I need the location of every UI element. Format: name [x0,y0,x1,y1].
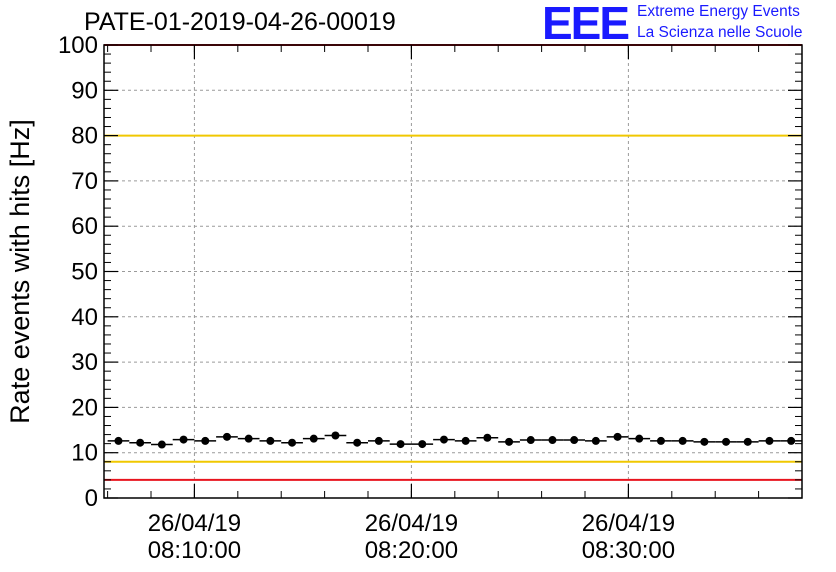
x-tick-time: 08:30:00 [582,537,675,564]
data-point [374,436,383,445]
logo-line-2: La Scienza nelle Scuole [637,24,803,41]
data-point [570,436,579,445]
reference-lines [104,44,802,481]
data-point [505,437,514,446]
data-point [179,435,188,444]
grid-lines [104,45,802,498]
x-tick-labels: 26/04/1908:10:0026/04/1908:20:0026/04/19… [148,510,675,564]
y-tick-label: 20 [71,394,98,421]
data-point [309,434,318,443]
data-point [548,436,557,445]
data-point [114,436,123,445]
chart-title: PATE-01-2019-04-26-00019 [84,8,396,36]
y-tick-label: 90 [71,77,98,104]
y-tick-labels: 0 10 20 30 40 50 60 70 80 90 100 [58,32,98,512]
data-point [353,438,362,447]
data-point [136,438,145,447]
y-tick-label: 60 [71,213,98,240]
data-point [288,438,297,447]
data-point [418,440,427,449]
logo-line-1: Extreme Energy Events [637,3,800,20]
x-tick-date: 26/04/19 [148,510,241,537]
x-tick-date: 26/04/19 [365,510,458,537]
data-point [244,434,253,443]
y-tick-label: 80 [71,123,98,150]
data-point [678,436,687,445]
data-point [222,432,231,441]
axis-ticks [104,44,803,499]
data-points [107,431,802,449]
data-point [722,437,731,446]
y-axis-label: Rate events with hits [Hz] [5,119,35,424]
data-point [787,436,796,445]
data-point [743,437,752,446]
data-point [765,436,774,445]
x-tick-time: 08:20:00 [365,537,458,564]
data-point [591,436,600,445]
data-point [439,435,448,444]
y-tick-label: 70 [71,168,98,195]
y-tick-label: 10 [71,440,98,467]
data-point [483,433,492,442]
data-point [396,440,405,449]
data-point [266,436,275,445]
y-tick-label: 0 [85,485,98,512]
data-point [331,431,340,440]
x-tick-time: 08:10:00 [148,537,241,564]
y-tick-label: 30 [71,349,98,376]
data-point [157,440,166,449]
x-tick-date: 26/04/19 [582,510,675,537]
y-tick-label: 50 [71,259,98,286]
data-point [700,437,709,446]
data-point [656,436,665,445]
data-point [461,436,470,445]
data-point [201,436,210,445]
eee-logo: EEE [542,0,630,49]
data-point [613,432,622,441]
plot-frame [103,44,803,499]
y-tick-label: 40 [71,304,98,331]
data-point [635,434,644,443]
data-point [526,436,535,445]
y-tick-label: 100 [58,32,98,59]
